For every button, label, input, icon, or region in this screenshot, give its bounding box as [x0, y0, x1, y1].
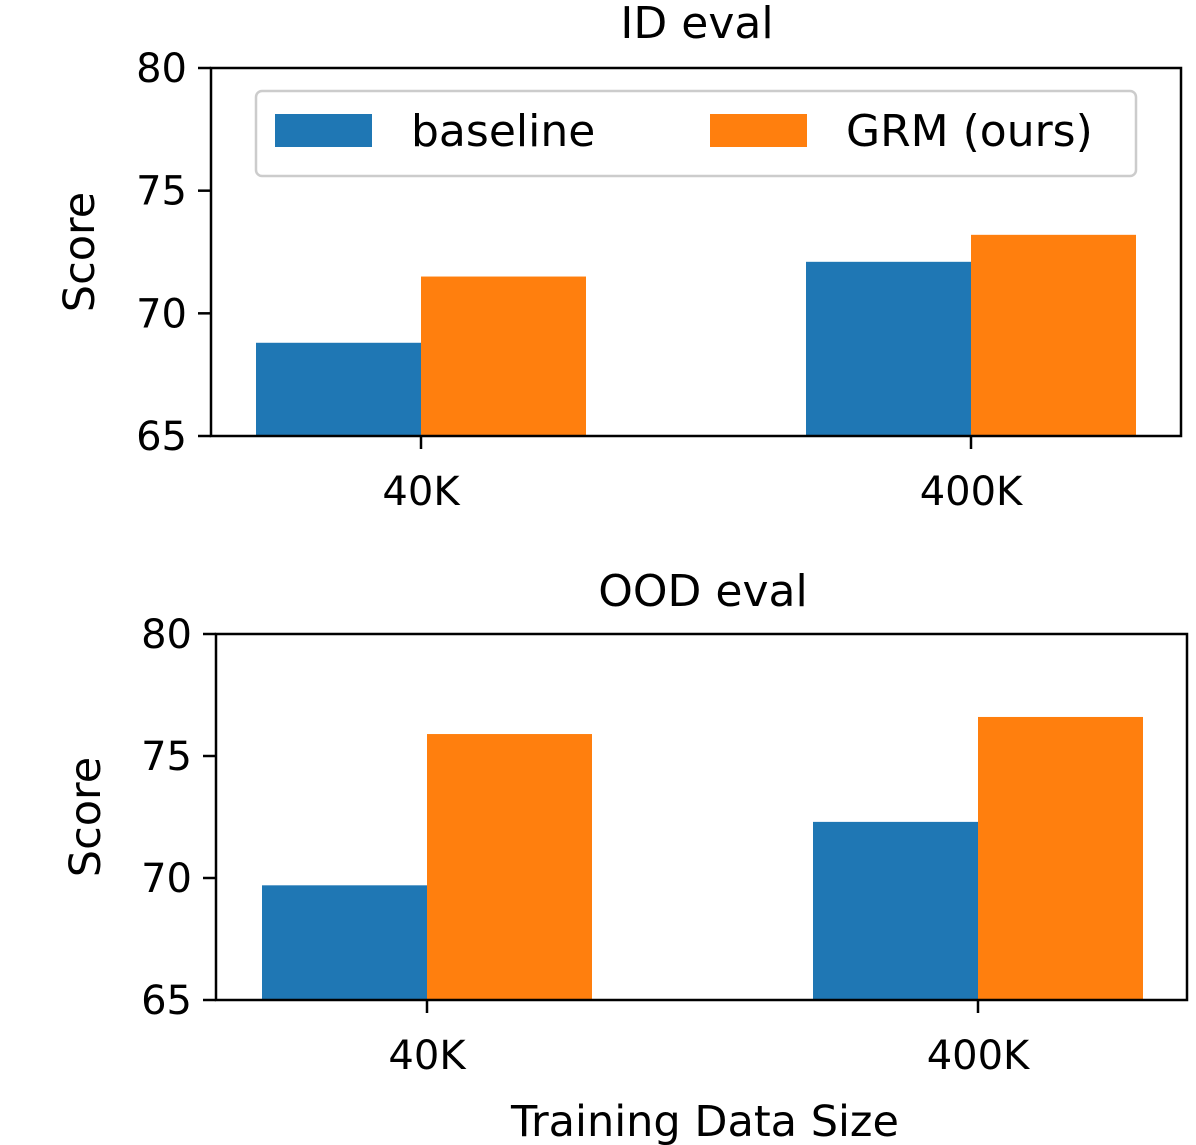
chart-title-ood: OOD eval: [598, 566, 807, 617]
y-tick-label: 70: [136, 291, 187, 337]
legend: baseline GRM (ours): [254, 89, 1138, 178]
legend-swatch-baseline: [275, 114, 372, 147]
bar-grm-40k: [427, 734, 592, 1000]
legend-box: [254, 89, 1138, 178]
plot-frame-ood: [214, 632, 1189, 1002]
y-ticks-ood: 65 70 75 80: [141, 612, 216, 1024]
legend-label-baseline: baseline: [411, 106, 595, 157]
bar-grm-40k: [421, 276, 586, 436]
y-tick-label: 80: [141, 612, 192, 658]
bar-baseline-400k: [806, 261, 971, 436]
x-ticks-id: 40K 400K: [382, 436, 1024, 515]
y-axis-label-id: Score: [55, 192, 105, 312]
x-tick-label: 400K: [920, 469, 1024, 515]
y-tick-label: 70: [141, 856, 192, 902]
bar-grm-400k: [978, 716, 1143, 1000]
chart-title-id: ID eval: [620, 0, 773, 49]
x-ticks-ood: 40K 400K: [388, 1000, 1031, 1079]
panel-ood-eval: OOD eval 65 70 75 80 40K 400K Score Training…: [61, 566, 1189, 1145]
y-tick-label: 65: [141, 978, 192, 1024]
bar-baseline-40k: [262, 885, 427, 1000]
x-tick-label: 40K: [388, 1033, 467, 1079]
x-axis-label-ood: Training Data Size: [510, 1097, 899, 1145]
legend-swatch-grm: [710, 114, 807, 147]
y-axis-label-ood: Score: [61, 757, 111, 877]
y-tick-label: 65: [136, 414, 187, 460]
y-ticks-id: 65 70 75 80: [136, 46, 211, 460]
bars-ood: [262, 716, 1143, 1000]
bar-baseline-400k: [813, 821, 978, 1000]
x-tick-label: 400K: [927, 1033, 1031, 1079]
bar-grm-400k: [971, 234, 1136, 436]
bar-baseline-40k: [256, 342, 421, 436]
legend-label-grm: GRM (ours): [846, 106, 1093, 157]
y-tick-label: 75: [136, 169, 187, 215]
bars-id: [256, 234, 1136, 436]
x-tick-label: 40K: [382, 469, 461, 515]
y-tick-label: 80: [136, 46, 187, 92]
plot-frame-id: [209, 66, 1183, 438]
panel-id-eval: ID eval 65 70 75 80 40K 400K Score baseline …: [55, 0, 1183, 515]
y-tick-label: 75: [141, 734, 192, 780]
